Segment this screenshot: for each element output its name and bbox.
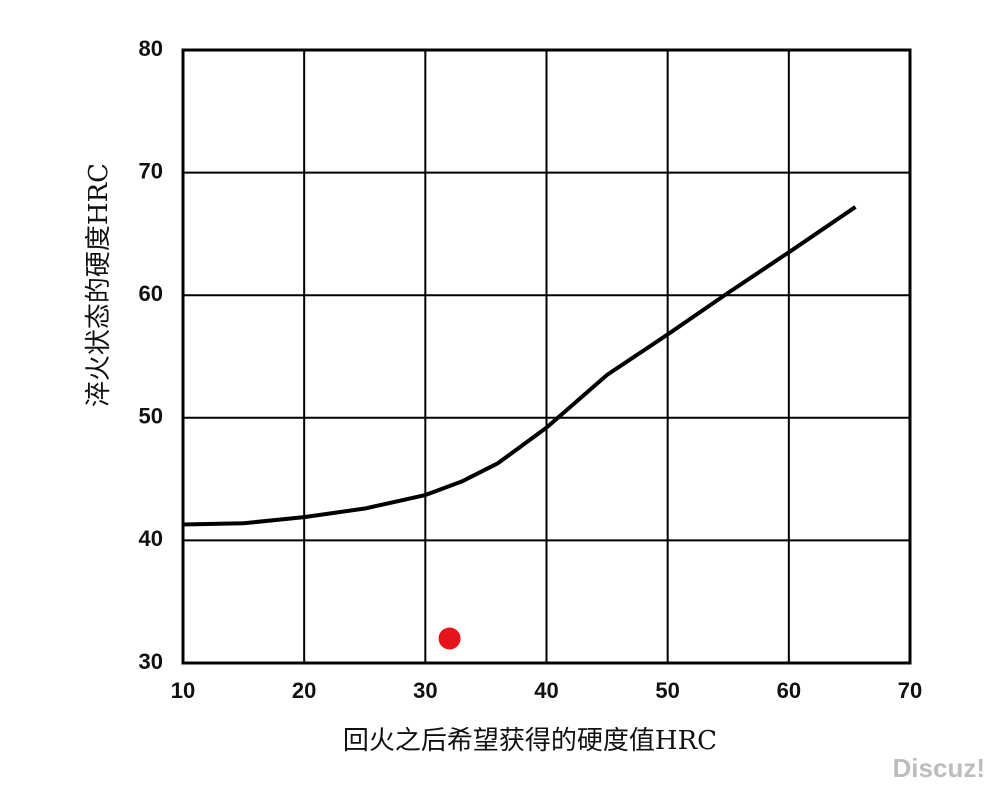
y-tick-label: 60 (139, 281, 163, 306)
data-line (182, 205, 857, 527)
y-tick-label: 80 (139, 36, 163, 61)
plot-frame (181, 48, 912, 665)
y-axis-label: 淬火状态的硬度HRC (84, 163, 114, 407)
watermark: Discuz! (893, 753, 985, 783)
x-axis-label: 回火之后希望获得的硬度值HRC (343, 726, 717, 756)
y-tick-label: 30 (139, 649, 163, 674)
point-marker (438, 627, 461, 650)
x-tick-label: 60 (777, 678, 801, 703)
x-tick-label: 10 (171, 678, 195, 703)
y-tick-label: 50 (139, 404, 163, 429)
x-tick-label: 70 (898, 678, 922, 703)
x-tick-label: 40 (534, 678, 558, 703)
x-tick-label: 30 (413, 678, 437, 703)
x-tick-label: 20 (292, 678, 316, 703)
x-tick-label: 50 (655, 678, 679, 703)
y-tick-label: 70 (139, 158, 163, 183)
y-tick-label: 40 (139, 526, 163, 551)
